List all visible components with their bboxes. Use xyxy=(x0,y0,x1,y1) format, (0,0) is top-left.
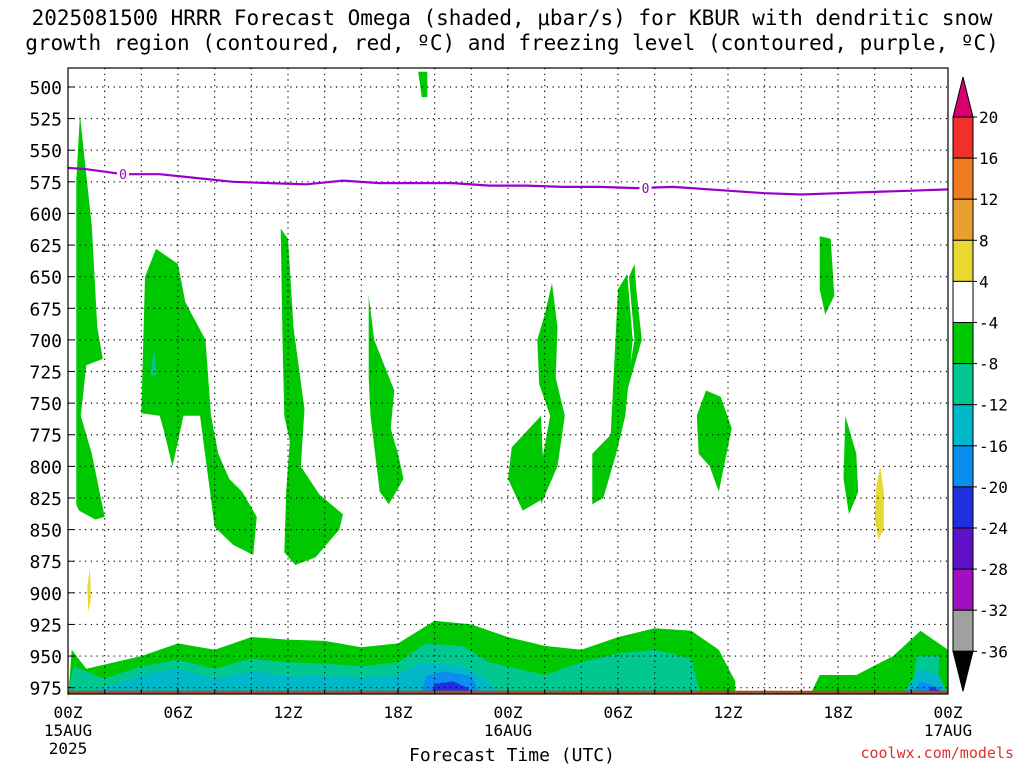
y-tick-label: 625 xyxy=(29,236,62,257)
y-tick-label: 725 xyxy=(29,363,62,384)
colorbar-bin xyxy=(952,198,974,241)
colorbar-label: -32 xyxy=(979,601,1008,620)
colorbar-label: 20 xyxy=(979,108,998,127)
colorbar: 20 16 12 8 4 -4 -8 -12 -16 -20 -24 -28 -32 -36 xyxy=(952,76,1008,692)
y-tick-label: 600 xyxy=(29,204,62,225)
omega-region-6 xyxy=(508,415,545,511)
y-tick-label: 575 xyxy=(29,173,62,194)
x-tick-label: 12Z xyxy=(714,703,743,722)
x-tick-year-label: 2025 xyxy=(49,739,88,758)
omega-shading xyxy=(68,71,948,701)
colorbar-cap-top xyxy=(952,76,974,118)
chart-title: 2025081500 HRRR Forecast Omega (shaded, … xyxy=(0,6,1024,56)
colorbar-bin xyxy=(952,116,974,159)
colorbar-label: -24 xyxy=(979,519,1008,538)
y-tick-label: 550 xyxy=(29,141,62,162)
colorbar-bin xyxy=(952,239,974,282)
x-tick-label: 00Z xyxy=(494,703,523,722)
x-tick-label: 18Z xyxy=(824,703,853,722)
colorbar-bin xyxy=(952,322,974,365)
colorbar-bin xyxy=(952,157,974,200)
colorbar-bin xyxy=(952,527,974,570)
y-tick-label: 925 xyxy=(29,615,62,636)
omega-region-8 xyxy=(592,274,633,505)
colorbar-label: 4 xyxy=(979,272,989,291)
colorbar-label: -28 xyxy=(979,560,1008,579)
freezing-label-bg-1 xyxy=(639,180,652,195)
y-tick-label: 650 xyxy=(29,268,62,289)
x-tick-label: 06Z xyxy=(164,703,193,722)
colorbar-bin xyxy=(952,568,974,611)
y-tick-label: 525 xyxy=(29,110,62,131)
omega-region-0 xyxy=(76,114,105,520)
x-tick-label: 18Z xyxy=(384,703,413,722)
colorbar-label: -8 xyxy=(979,355,998,374)
x-tick-label: 12Z xyxy=(274,703,303,722)
freezing-level-label: 0 xyxy=(642,182,650,197)
freezing-level-contour: 00 xyxy=(67,166,949,197)
omega-region-23 xyxy=(87,567,91,612)
omega-region-11 xyxy=(843,415,859,515)
y-tick-label: 975 xyxy=(29,679,62,700)
y-tick-label: 950 xyxy=(29,647,62,668)
freezing-level-line xyxy=(67,166,949,196)
x-tick-date-label: 15AUG xyxy=(44,721,92,740)
colorbar-label: -4 xyxy=(979,314,998,333)
colorbar-bin xyxy=(952,609,974,652)
colorbar-bin xyxy=(952,404,974,447)
colorbar-label: 16 xyxy=(979,149,998,168)
colorbar-label: -12 xyxy=(979,396,1008,415)
y-tick-label: 825 xyxy=(29,489,62,510)
colorbar-bin xyxy=(952,363,974,406)
y-tick-label: 900 xyxy=(29,584,62,605)
x-tick-label: 00Z xyxy=(54,703,83,722)
omega-region-22 xyxy=(150,346,156,376)
colorbar-label: -16 xyxy=(979,437,1008,456)
omega-region-5 xyxy=(537,283,565,505)
freezing-label-bg-0 xyxy=(117,167,129,182)
colorbar-cap-bottom xyxy=(952,650,974,692)
colorbar-bin xyxy=(952,280,974,323)
omega-region-4 xyxy=(368,295,404,505)
y-tick-label: 800 xyxy=(29,457,62,478)
y-tick-label: 675 xyxy=(29,299,62,320)
omega-region-3 xyxy=(418,71,428,98)
colorbar-bin xyxy=(952,445,974,488)
x-tick-date-label: 17AUG xyxy=(924,721,972,740)
watermark: coolwx.com/models xyxy=(860,744,1014,762)
y-axis: 500 525 550 575 600 625 650 675 700 725 750 775 800 8… xyxy=(29,78,74,700)
y-tick-label: 775 xyxy=(29,426,62,447)
x-tick-date-label: 16AUG xyxy=(484,721,532,740)
colorbar-label: -20 xyxy=(979,478,1008,497)
title-line-2: growth region (contoured, red, ºC) and f… xyxy=(25,31,999,55)
x-tick-label: 06Z xyxy=(604,703,633,722)
y-tick-label: 750 xyxy=(29,394,62,415)
y-tick-label: 875 xyxy=(29,552,62,573)
omega-region-9 xyxy=(696,390,732,492)
omega-region-2 xyxy=(280,228,343,565)
colorbar-bin xyxy=(952,486,974,529)
colorbar-label: 8 xyxy=(979,231,989,250)
omega-region-10 xyxy=(819,236,835,315)
colorbar-label: 12 xyxy=(979,190,998,209)
x-axis-label: Forecast Time (UTC) xyxy=(409,745,615,766)
freezing-level-label: 0 xyxy=(119,168,127,183)
omega-region-1 xyxy=(141,248,257,555)
omega-region-7 xyxy=(612,264,642,442)
omega-region-24 xyxy=(874,466,884,540)
y-tick-label: 850 xyxy=(29,521,62,542)
y-tick-label: 700 xyxy=(29,331,62,352)
y-tick-label: 500 xyxy=(29,78,62,99)
omega-region-16 xyxy=(68,662,499,694)
grid-lines xyxy=(68,68,948,694)
x-tick-label: 00Z xyxy=(934,703,963,722)
title-line-1: 2025081500 HRRR Forecast Omega (shaded, … xyxy=(31,6,993,30)
colorbar-label: -36 xyxy=(979,642,1008,661)
